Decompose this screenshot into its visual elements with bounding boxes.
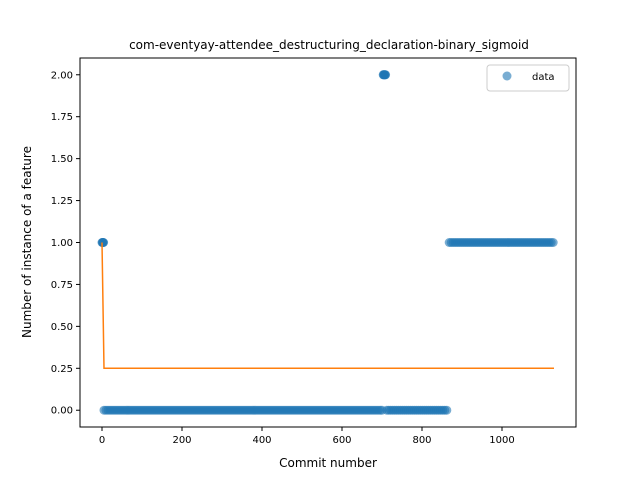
- y-tick-label: 2.00: [51, 70, 73, 81]
- data-point: [99, 238, 109, 247]
- y-tick-label: 1.25: [51, 196, 73, 207]
- chart-title: com-eventyay-attendee_destructuring_decl…: [129, 38, 529, 52]
- y-axis-title: Number of instance of a feature: [20, 146, 34, 338]
- x-tick-label: 400: [252, 435, 271, 446]
- legend-box: [486, 64, 570, 92]
- y-tick-label: 0.50: [51, 322, 73, 333]
- x-tick-label: 1000: [489, 435, 514, 446]
- legend: data: [486, 64, 570, 92]
- x-axis-title: Commit number: [279, 456, 377, 470]
- fit-line: [101, 242, 554, 370]
- y-tick-label: 1.00: [51, 238, 73, 249]
- legend-marker-data: [502, 71, 512, 81]
- legend-label-data: data: [532, 72, 555, 83]
- x-tick-label: 200: [172, 435, 191, 446]
- y-tick-label: 0.25: [51, 364, 73, 375]
- x-tick-label: 0: [99, 435, 105, 446]
- y-tick-label: 1.75: [51, 112, 73, 123]
- data-point: [381, 70, 391, 80]
- y-axis: 0.00 0.25 0.50 0.75 1.00 1.25 1.50 1.75 2.00: [51, 70, 80, 417]
- x-axis: 0 200 400 600 800 1000: [99, 427, 515, 446]
- data-point: [442, 405, 452, 415]
- y-tick-label: 0.00: [51, 406, 73, 417]
- y-tick-label: 0.75: [51, 280, 73, 291]
- x-tick-label: 800: [412, 435, 431, 446]
- y-tick-label: 1.50: [51, 154, 73, 165]
- plot-area: [97, 70, 558, 415]
- x-tick-label: 600: [332, 435, 351, 446]
- data-point: [548, 238, 558, 247]
